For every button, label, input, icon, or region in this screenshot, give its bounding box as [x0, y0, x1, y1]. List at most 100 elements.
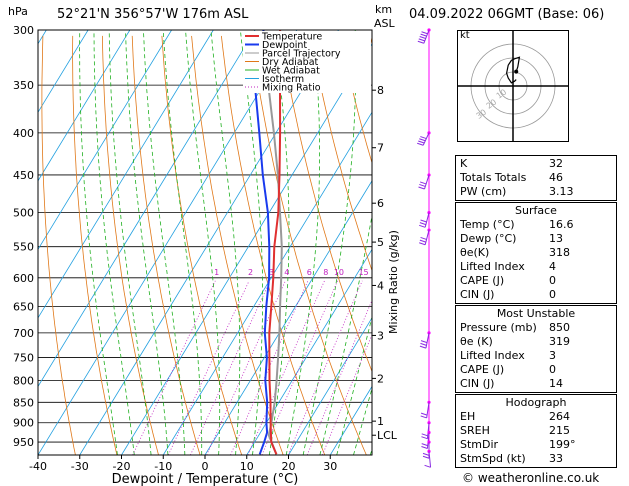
- location-title: 52°21'N 356°57'W 176m ASL: [57, 7, 249, 22]
- wind-barb-flag: [420, 342, 427, 346]
- wind-barb-flag: [420, 415, 427, 419]
- pressure-tick-label: 500: [13, 207, 34, 220]
- mixing-ratio-label: 8: [323, 268, 328, 277]
- pressure-tick-label: 450: [13, 169, 34, 182]
- legend-entry: Isotherm: [262, 74, 304, 85]
- wind-barb-flag: [421, 31, 428, 35]
- most-unstable-title: Most Unstable: [496, 307, 576, 320]
- wind-barb-staff: [426, 402, 430, 419]
- wet-adiabat-line: [93, 30, 135, 455]
- dry-adiabat-line: [339, 35, 372, 165]
- legend-background: [243, 31, 371, 93]
- wind-barb: [420, 400, 431, 419]
- pressure-tick-label: 950: [13, 436, 34, 449]
- wet-adiabat-line: [79, 30, 118, 455]
- wind-barb: [419, 228, 431, 246]
- dry-adiabat-line: [131, 35, 201, 455]
- surface-row: Lifted Index 4: [460, 260, 556, 273]
- datetime-title: 04.09.2022 06GMT (Base: 06): [409, 7, 605, 22]
- copyright-footer[interactable]: © weatheronline.co.uk: [462, 471, 600, 485]
- pressure-tick-label: 900: [13, 417, 34, 430]
- wet-adiabat-line: [336, 315, 372, 455]
- wet-adiabat-line: [210, 30, 241, 455]
- hodograph-unit-label: kt: [460, 30, 470, 41]
- x-tick-label: -40: [29, 460, 47, 473]
- x-tick-label: 30: [323, 460, 337, 473]
- pressure-tick-label: 750: [13, 352, 34, 365]
- wind-barb-flag: [419, 242, 426, 246]
- wind-barb-staff: [424, 174, 430, 190]
- mixing-ratio-line: [306, 299, 372, 455]
- mixing-ratio-label: 15: [358, 268, 368, 277]
- index-pw: PW (cm) 3.13: [460, 185, 574, 198]
- pressure-tick-label: 700: [13, 327, 34, 340]
- wet-adiabat-line: [125, 30, 169, 455]
- wind-barb-flag: [419, 239, 427, 243]
- wet-adiabat-line: [162, 30, 203, 455]
- wind-barb-flag: [421, 436, 428, 440]
- km-label: km: [375, 3, 393, 16]
- mixing-ratio-line: [190, 280, 271, 455]
- isotherm-line: [121, 42, 372, 455]
- isotherm-line: [246, 248, 372, 455]
- surface-row: Dewp (°C) 13: [460, 232, 563, 245]
- legend-entry: Wet Adiabat: [262, 66, 320, 77]
- indices-panel: K 32 Totals Totals 46 PW (cm) 3.13: [455, 155, 617, 201]
- wind-barb-flag: [419, 138, 426, 142]
- wind-barb: [417, 28, 431, 44]
- legend-entry: Parcel Trajectory: [262, 49, 341, 60]
- dry-adiabat-line: [161, 35, 243, 455]
- wet-adiabat-line: [319, 213, 372, 455]
- wind-barb-flag: [421, 433, 428, 437]
- mixing-ratio-label: 1: [214, 268, 219, 277]
- mixing-ratio-label: 6: [307, 268, 312, 277]
- wind-barb-staff: [426, 422, 430, 439]
- wind-barb-flag: [422, 455, 430, 459]
- wind-barb-staff: [426, 432, 430, 449]
- mixing-ratio-line: [168, 280, 250, 455]
- dry-adiabat-line: [221, 35, 326, 455]
- asl-label: ASL: [374, 17, 395, 30]
- wind-barb-flag: [420, 136, 427, 140]
- wind-barb-flag: [417, 142, 424, 146]
- wet-adiabat-line: [285, 30, 321, 455]
- pressure-tick-label: 800: [13, 375, 34, 388]
- surface-panel: Surface Temp (°C) 16.6 Dewp (°C) 13 θe(K) 3…: [455, 202, 617, 304]
- hodograph-row: SREH 215: [460, 424, 570, 437]
- isotherm-line: [38, 30, 214, 319]
- x-tick-label: -10: [154, 460, 172, 473]
- hodograph-table-title: Hodograph: [505, 396, 567, 409]
- isotherm-line: [38, 30, 298, 455]
- x-tick-label: 20: [282, 460, 296, 473]
- wind-barb-staff: [428, 451, 432, 468]
- x-axis-label: Dewpoint / Temperature (°C): [112, 472, 299, 486]
- hodograph-row: StmDir 199°: [460, 438, 576, 451]
- wind-barb: [418, 173, 431, 190]
- wind-barb: [421, 421, 431, 440]
- wind-barb: [417, 131, 431, 146]
- surface-row: Temp (°C) 16.6: [460, 218, 574, 231]
- wind-barb-flag: [422, 452, 430, 456]
- most-unstable-panel: Most Unstable Pressure (mb) 850 θe (K) 319…: [455, 305, 617, 393]
- x-tick-label: -20: [113, 460, 131, 473]
- pressure-unit-label: hPa: [8, 5, 28, 18]
- wind-barb: [419, 331, 431, 349]
- temperature-line: [268, 30, 282, 455]
- surface-row: CAPE (J) 0: [460, 274, 556, 287]
- altitude-tick-label: 8: [377, 84, 384, 97]
- isotherm-line: [38, 30, 131, 182]
- pressure-tick-label: 850: [13, 396, 34, 409]
- altitude-tick-label: 6: [377, 197, 384, 210]
- index-totals-totals: Totals Totals 46: [460, 171, 563, 184]
- legend-entry: Temperature: [261, 32, 322, 43]
- parcel-trajectory-line: [262, 30, 283, 455]
- wet-adiabat-line: [143, 30, 186, 455]
- wind-barb-staff: [425, 332, 430, 349]
- wet-adiabat-line: [240, 30, 264, 455]
- wind-barb-staff: [424, 212, 430, 228]
- x-tick-label: 10: [240, 460, 254, 473]
- isotherm-line: [288, 317, 372, 455]
- pressure-tick-label: 350: [13, 79, 34, 92]
